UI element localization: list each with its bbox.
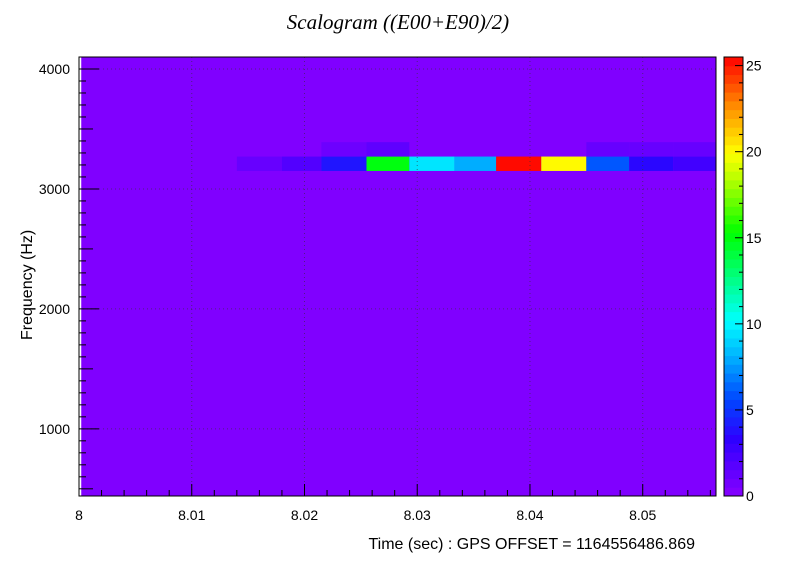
z-tick-label: 20 [746, 144, 762, 160]
y-tick-label: 4000 [39, 61, 70, 77]
heatmap-cell [409, 156, 455, 171]
x-tick-label: 8.02 [291, 507, 318, 523]
y-axis-label: Frequency (Hz) [19, 230, 36, 340]
heatmap-cell [673, 142, 716, 157]
x-tick-label: 8.04 [516, 507, 543, 523]
heatmap-cell [454, 156, 497, 171]
heatmap-cell [321, 156, 367, 171]
color-scale-band [724, 425, 743, 436]
heatmap-cell [366, 142, 410, 157]
color-scale-band [724, 355, 743, 365]
color-scale-band [724, 206, 743, 216]
y-tick-label: 1000 [39, 421, 70, 437]
heatmap-cell [541, 156, 587, 171]
heatmap-cell [629, 156, 674, 171]
chart-title: Scalogram ((E00+E90)/2) [286, 10, 510, 34]
z-tick-label: 15 [746, 230, 762, 246]
color-scale-band [724, 399, 743, 409]
color-scale-band [724, 127, 743, 137]
color-scale-band [724, 267, 743, 277]
color-scale-band [724, 329, 743, 339]
x-tick-label: 8 [75, 507, 83, 523]
heatmap-cell [586, 156, 630, 171]
z-tick-label: 10 [746, 316, 762, 332]
color-scale-band [724, 452, 743, 462]
heatmap-cell [586, 142, 630, 157]
z-tick-label: 0 [746, 488, 754, 504]
z-tick-label: 5 [746, 402, 754, 418]
color-scale-band [724, 294, 743, 304]
color-scale-band [724, 469, 743, 479]
plot-frame [78, 56, 717, 497]
z-tick-label: 25 [746, 58, 762, 74]
color-scale-band [724, 92, 743, 102]
color-scale-band [724, 302, 743, 313]
color-scale-band [724, 100, 743, 111]
color-scale-band [724, 144, 743, 155]
color-scale-band [724, 118, 743, 128]
color-scale-band [724, 276, 743, 286]
heatmap-cell [629, 142, 674, 157]
color-scale-band [724, 223, 743, 234]
color-scale-band [724, 250, 743, 260]
color-scale-band [724, 74, 743, 84]
color-scale-band [724, 179, 743, 190]
color-scale-bar [723, 56, 744, 497]
y-tick-label: 2000 [39, 301, 70, 317]
heatmap-cell [236, 156, 282, 171]
color-scale-band [724, 109, 743, 119]
heatmap-cell [366, 156, 410, 171]
color-scale-band [724, 478, 743, 488]
x-tick-label: 8.01 [178, 507, 205, 523]
heatmap-cells [236, 142, 716, 171]
color-scale-band [724, 381, 743, 392]
heatmap-cell [281, 156, 322, 171]
color-scale-band [724, 136, 743, 146]
color-scale-band [724, 232, 743, 242]
color-scale-band [724, 171, 743, 181]
color-scale-band [724, 285, 743, 295]
color-scale-band [724, 373, 743, 383]
color-scale-band [724, 443, 743, 453]
color-scale-band [724, 346, 743, 357]
plot-background [79, 57, 716, 496]
color-scale-band [724, 65, 743, 76]
color-scale-band [724, 258, 743, 269]
color-scale-band [724, 153, 743, 163]
color-scale-band [724, 364, 743, 374]
x-axis-ticks: 8 8.01 8.02 8.03 8.04 8.05 [75, 484, 711, 523]
color-scale-band [724, 197, 743, 207]
color-scale-frame [723, 56, 744, 497]
color-scale-band [724, 390, 743, 400]
color-scale-band [724, 408, 743, 418]
heatmap-cell [496, 156, 542, 171]
axes [78, 56, 717, 497]
color-scale-band [724, 215, 743, 225]
heatmap-cell [673, 156, 716, 171]
color-scale-band [724, 416, 743, 427]
color-scale-band [724, 241, 743, 251]
x-axis-label: Time (sec) : GPS OFFSET = 1164556486.869 [368, 536, 695, 553]
color-scale-ticks: 0 5 10 15 20 25 [735, 58, 762, 504]
color-scale-band [724, 162, 743, 172]
color-scale-band [724, 57, 743, 67]
color-scale-band [724, 487, 743, 497]
x-tick-label: 8.05 [629, 507, 656, 523]
color-scale-band [724, 311, 743, 321]
heatmap-background [81, 57, 716, 496]
color-scale-band [724, 460, 743, 471]
color-scale-band [724, 337, 743, 348]
x-tick-label: 8.03 [404, 507, 431, 523]
y-tick-label: 3000 [39, 181, 70, 197]
heatmap-cell [321, 142, 367, 157]
color-scale-band [724, 320, 743, 330]
color-scale-band [724, 188, 743, 198]
color-scale-band [724, 83, 743, 93]
y-axis-ticks: 1000 2000 3000 4000 [39, 56, 99, 490]
color-scale-band [724, 434, 743, 444]
